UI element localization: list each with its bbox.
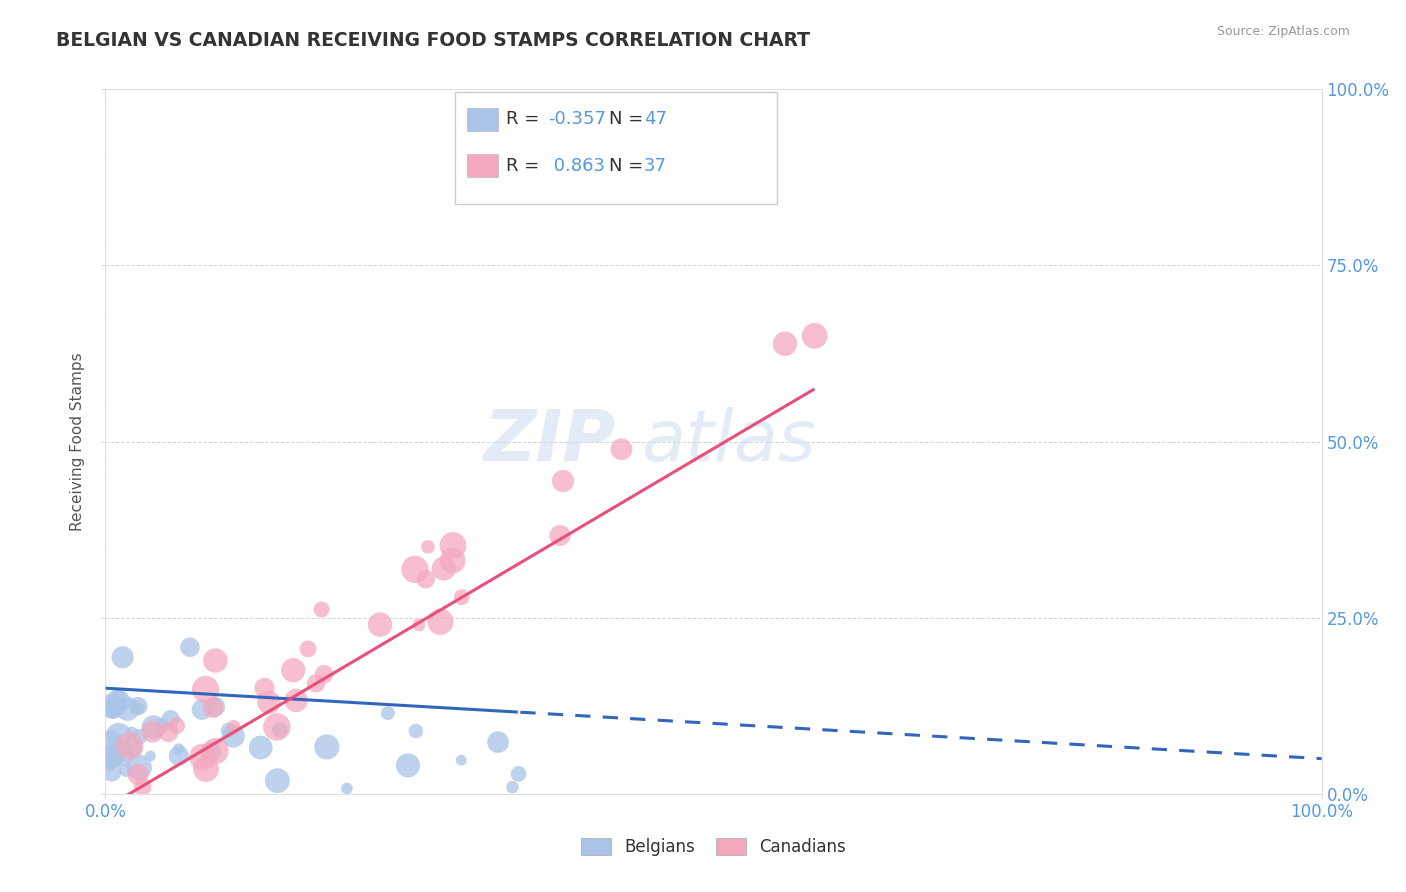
Point bbox=[305, 676, 328, 690]
Point bbox=[159, 712, 181, 726]
Point bbox=[100, 749, 122, 764]
Point bbox=[131, 780, 153, 794]
Point bbox=[218, 723, 240, 738]
Point bbox=[107, 729, 129, 743]
Point bbox=[201, 700, 224, 714]
Point bbox=[200, 745, 222, 759]
Point bbox=[150, 719, 173, 733]
Point bbox=[97, 701, 120, 715]
Point bbox=[111, 747, 134, 761]
Point bbox=[266, 773, 288, 788]
Point bbox=[101, 699, 124, 714]
Point bbox=[803, 328, 825, 343]
Point bbox=[405, 724, 427, 739]
Text: N =: N = bbox=[609, 111, 648, 128]
Point bbox=[441, 539, 464, 553]
Point bbox=[433, 561, 456, 575]
Point bbox=[194, 682, 217, 697]
Point bbox=[415, 572, 437, 586]
Text: Source: ZipAtlas.com: Source: ZipAtlas.com bbox=[1216, 25, 1350, 38]
Point bbox=[404, 562, 426, 576]
Point bbox=[266, 720, 288, 734]
Point bbox=[121, 726, 143, 740]
Point bbox=[128, 760, 150, 774]
Text: ZIP: ZIP bbox=[484, 407, 616, 476]
Point bbox=[111, 650, 134, 665]
Text: atlas: atlas bbox=[641, 407, 815, 476]
Point bbox=[610, 442, 633, 457]
Point bbox=[100, 733, 122, 747]
Point bbox=[127, 767, 149, 781]
Point bbox=[204, 699, 226, 714]
Point bbox=[222, 729, 245, 743]
Point bbox=[285, 693, 308, 707]
Point bbox=[315, 739, 337, 754]
Point bbox=[115, 764, 138, 778]
Point bbox=[311, 602, 333, 616]
Point bbox=[501, 780, 523, 794]
Text: BELGIAN VS CANADIAN RECEIVING FOOD STAMPS CORRELATION CHART: BELGIAN VS CANADIAN RECEIVING FOOD STAMP… bbox=[56, 31, 810, 50]
Point bbox=[368, 617, 391, 632]
Point bbox=[191, 750, 214, 764]
Point bbox=[508, 767, 530, 781]
Point bbox=[157, 725, 180, 739]
Point bbox=[773, 336, 796, 351]
Point bbox=[204, 654, 226, 668]
Point bbox=[121, 740, 143, 755]
Point bbox=[450, 591, 472, 605]
Point bbox=[486, 735, 509, 749]
Text: N =: N = bbox=[609, 157, 648, 175]
Text: 47: 47 bbox=[644, 111, 666, 128]
Point bbox=[142, 720, 165, 734]
Point bbox=[167, 742, 190, 756]
Point bbox=[107, 692, 129, 706]
Point bbox=[103, 750, 125, 764]
Point bbox=[195, 762, 218, 776]
Point bbox=[166, 719, 188, 733]
Text: 37: 37 bbox=[644, 157, 666, 175]
Point bbox=[396, 758, 419, 772]
Point bbox=[127, 699, 149, 714]
Point bbox=[179, 640, 201, 655]
Legend: Belgians, Canadians: Belgians, Canadians bbox=[575, 831, 852, 863]
Point bbox=[551, 474, 574, 488]
Point bbox=[269, 723, 291, 738]
Point bbox=[128, 701, 150, 715]
Point bbox=[191, 703, 214, 717]
Point bbox=[249, 740, 271, 755]
Text: 0.863: 0.863 bbox=[548, 157, 605, 175]
Point bbox=[297, 641, 319, 656]
Y-axis label: Receiving Food Stamps: Receiving Food Stamps bbox=[70, 352, 86, 531]
Point bbox=[283, 663, 305, 677]
Point bbox=[141, 724, 163, 739]
Point bbox=[253, 681, 276, 695]
Point bbox=[416, 540, 439, 554]
Point bbox=[336, 781, 359, 796]
Point bbox=[429, 615, 451, 629]
Point bbox=[222, 720, 245, 734]
Text: R =: R = bbox=[506, 111, 546, 128]
Point bbox=[450, 753, 472, 767]
Point bbox=[204, 744, 226, 758]
Point bbox=[118, 739, 141, 753]
Point bbox=[139, 748, 162, 763]
Point bbox=[167, 748, 190, 763]
Text: -0.357: -0.357 bbox=[548, 111, 606, 128]
Point bbox=[117, 702, 139, 716]
Point bbox=[103, 699, 125, 714]
Point bbox=[107, 694, 129, 708]
Text: R =: R = bbox=[506, 157, 546, 175]
Point bbox=[377, 706, 399, 720]
Point bbox=[97, 702, 120, 716]
Point bbox=[548, 528, 571, 542]
Point bbox=[257, 695, 280, 709]
Point bbox=[312, 667, 335, 681]
Point bbox=[129, 730, 152, 744]
Point bbox=[441, 554, 464, 568]
Point bbox=[97, 752, 120, 766]
Point bbox=[101, 703, 124, 717]
Point bbox=[408, 618, 430, 632]
Point bbox=[100, 764, 122, 779]
